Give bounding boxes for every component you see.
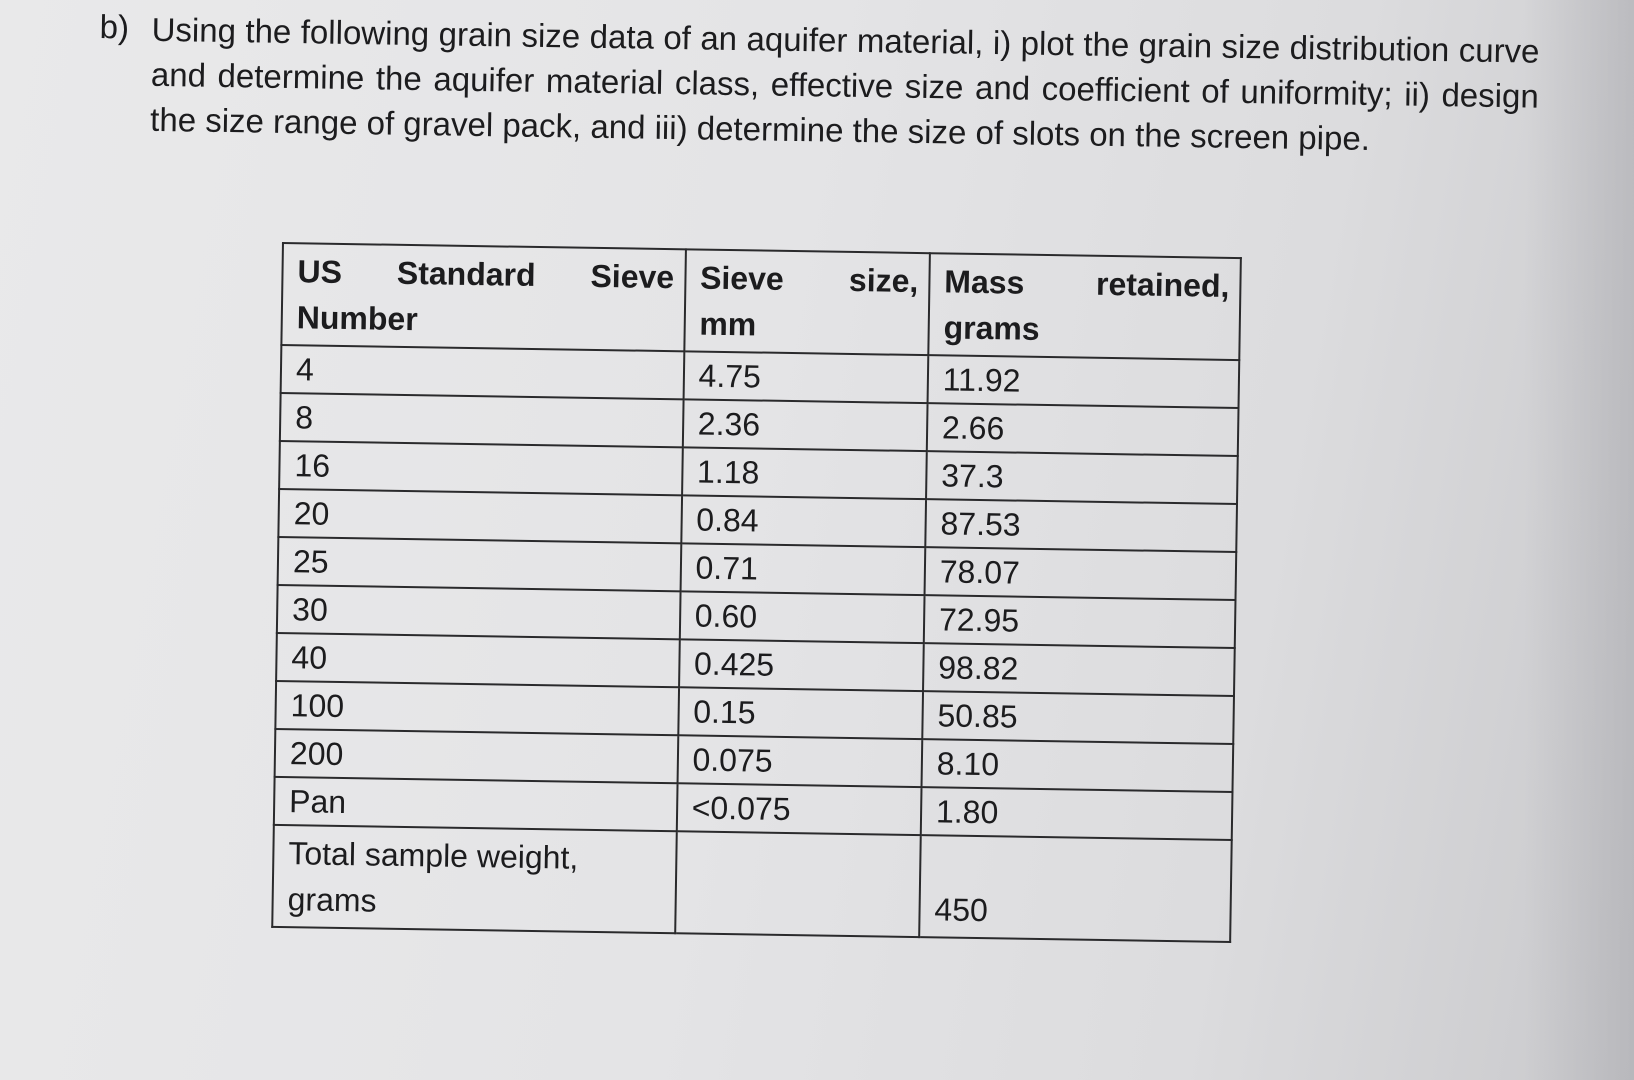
- cell-sieve-number: Pan: [273, 776, 678, 832]
- cell-sieve-size: 0.425: [678, 639, 924, 692]
- cell-sieve-size: 0.075: [677, 735, 923, 788]
- cell-sieve-number: 16: [279, 440, 683, 496]
- cell-sieve-size: 0.71: [680, 543, 926, 596]
- header-mass-retained: Mass retained, grams: [928, 253, 1241, 361]
- total-label: Total sample weight, grams: [272, 824, 677, 934]
- cell-sieve-number: 25: [277, 536, 681, 592]
- cell-mass-retained: 50.85: [922, 691, 1234, 745]
- cell-sieve-size: 0.60: [679, 591, 925, 644]
- table-header-row: US Standard Sieve Number Sieve size, mm …: [281, 243, 1241, 361]
- cell-mass-retained: 37.3: [925, 451, 1238, 505]
- total-value: 450: [919, 835, 1232, 942]
- total-empty-cell: [674, 831, 921, 938]
- cell-mass-retained: 2.66: [926, 403, 1239, 457]
- cell-mass-retained: 1.80: [920, 787, 1233, 840]
- cell-sieve-number: 100: [275, 680, 679, 736]
- page-edge-shadow: [1524, 0, 1634, 1080]
- header-sieve-size: Sieve size, mm: [683, 249, 930, 356]
- cell-sieve-size: <0.075: [676, 783, 922, 836]
- cell-sieve-number: 200: [274, 728, 678, 784]
- cell-sieve-number: 20: [278, 488, 682, 544]
- question-label: b): [99, 7, 130, 46]
- cell-mass-retained: 8.10: [921, 739, 1234, 792]
- cell-mass-retained: 87.53: [925, 499, 1238, 553]
- cell-sieve-number: 40: [276, 632, 680, 688]
- question-text: Using the following grain size data of a…: [149, 10, 1540, 157]
- cell-mass-retained: 11.92: [927, 355, 1240, 409]
- cell-sieve-size: 1.18: [681, 447, 927, 500]
- cell-sieve-number: 4: [280, 345, 684, 400]
- sieve-data-table: US Standard Sieve Number Sieve size, mm …: [271, 242, 1242, 943]
- cell-mass-retained: 98.82: [922, 643, 1235, 697]
- cell-sieve-size: 0.15: [677, 687, 923, 740]
- cell-mass-retained: 78.07: [924, 547, 1237, 601]
- table-total-row: Total sample weight, grams 450: [272, 824, 1232, 942]
- question-block: b) Using the following grain size data o…: [98, 6, 1540, 164]
- cell-sieve-number: 30: [276, 584, 681, 640]
- cell-sieve-size: 4.75: [683, 351, 929, 404]
- cell-sieve-size: 2.36: [682, 399, 928, 452]
- cell-mass-retained: 72.95: [923, 595, 1236, 649]
- cell-sieve-size: 0.84: [680, 495, 926, 548]
- header-sieve-number: US Standard Sieve Number: [281, 243, 686, 352]
- cell-sieve-number: 8: [279, 392, 684, 448]
